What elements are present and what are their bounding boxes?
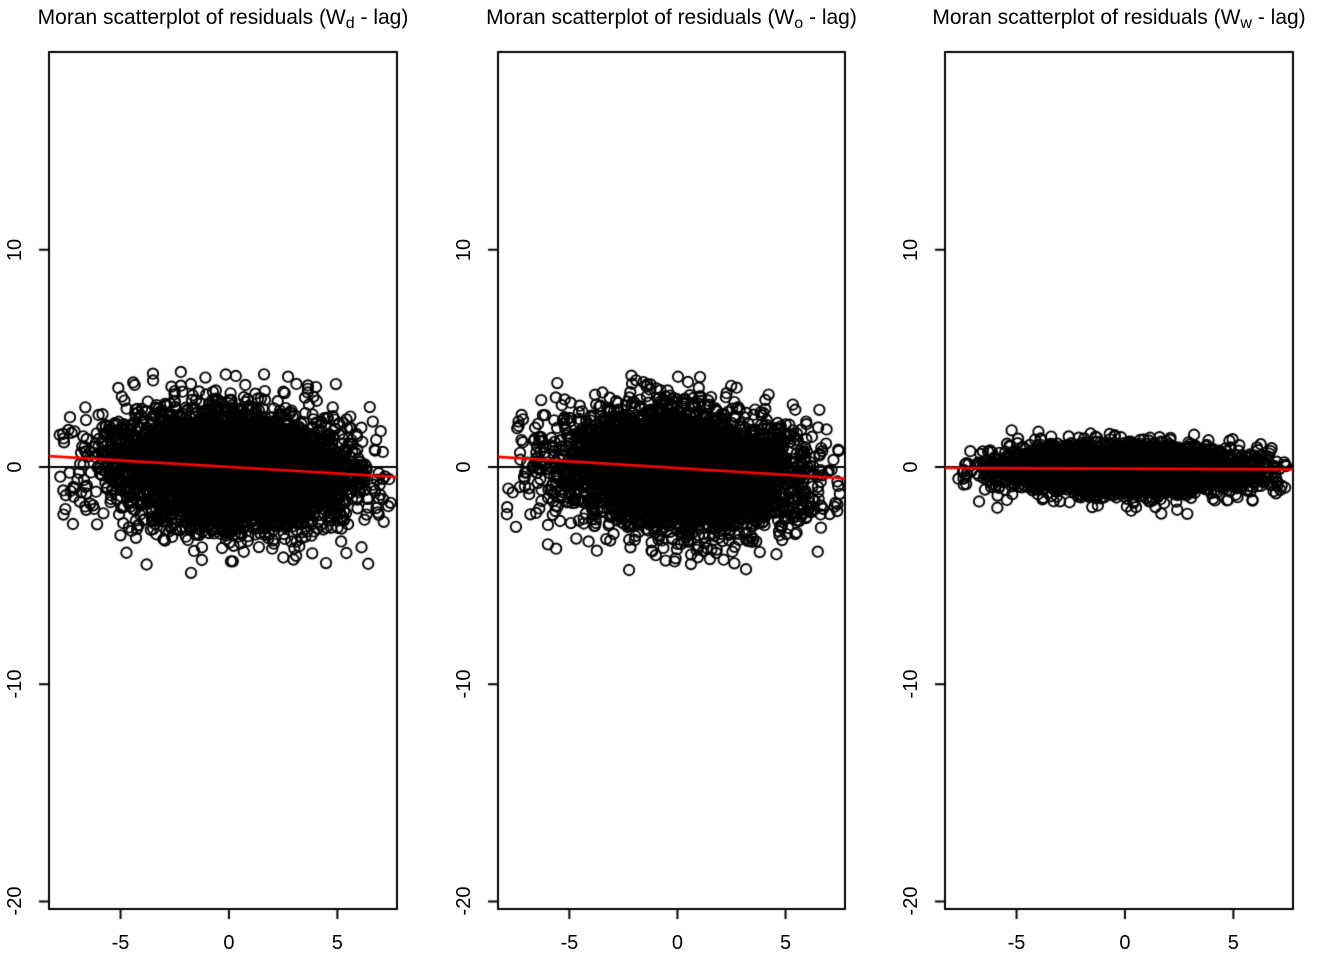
x-axis-tick-label: 5 — [331, 932, 343, 954]
x-axis-tick-label: 5 — [779, 932, 792, 954]
y-axis-tick-label: -10 — [900, 669, 922, 699]
plot-title-suffix: - lag) — [1251, 6, 1306, 29]
plot-title-subscript: d — [345, 15, 355, 32]
plot-title-subscript: o — [794, 15, 804, 32]
y-axis-tick-label: 0 — [4, 461, 26, 473]
plot-title-prefix: Moran scatterplot of residuals (W — [486, 6, 795, 29]
y-axis-tick-label: -20 — [453, 886, 475, 916]
x-axis-tick-label: 0 — [223, 932, 235, 954]
plot-title-subscript: w — [1240, 15, 1252, 32]
y-axis-tick-label: 10 — [453, 238, 475, 261]
plot-title-prefix: Moran scatterplot of residuals (W — [932, 6, 1241, 29]
y-axis-tick-label: 10 — [900, 238, 922, 261]
x-axis-tick-label: 0 — [1119, 932, 1131, 954]
y-axis-tick-label: 10 — [4, 238, 26, 261]
plot-title-ww: Moran scatterplot of residuals (Ww - lag… — [932, 5, 1305, 33]
x-axis-tick-label: 5 — [1227, 932, 1239, 954]
y-axis-tick-label: 0 — [453, 461, 475, 473]
y-axis-tick-label: -10 — [4, 669, 26, 699]
x-axis-tick-label: -5 — [560, 932, 579, 954]
x-axis-tick-label: -5 — [1007, 932, 1026, 954]
plot-title-wo: Moran scatterplot of residuals (Wo - lag… — [486, 5, 857, 33]
y-axis-tick-label: -10 — [453, 669, 475, 699]
plot-title-suffix: - lag) — [354, 6, 409, 29]
x-axis-tick-label: -5 — [111, 932, 130, 954]
plot-title-prefix: Moran scatterplot of residuals (W — [37, 6, 346, 29]
x-axis-tick-label: 0 — [671, 932, 683, 954]
y-axis-tick-label: -20 — [900, 886, 922, 916]
plot-title-wd: Moran scatterplot of residuals (Wd - lag… — [38, 5, 409, 33]
plot-title-suffix: - lag) — [803, 6, 857, 29]
y-axis-tick-label: 0 — [900, 461, 922, 473]
y-axis-tick-label: -20 — [4, 886, 26, 916]
